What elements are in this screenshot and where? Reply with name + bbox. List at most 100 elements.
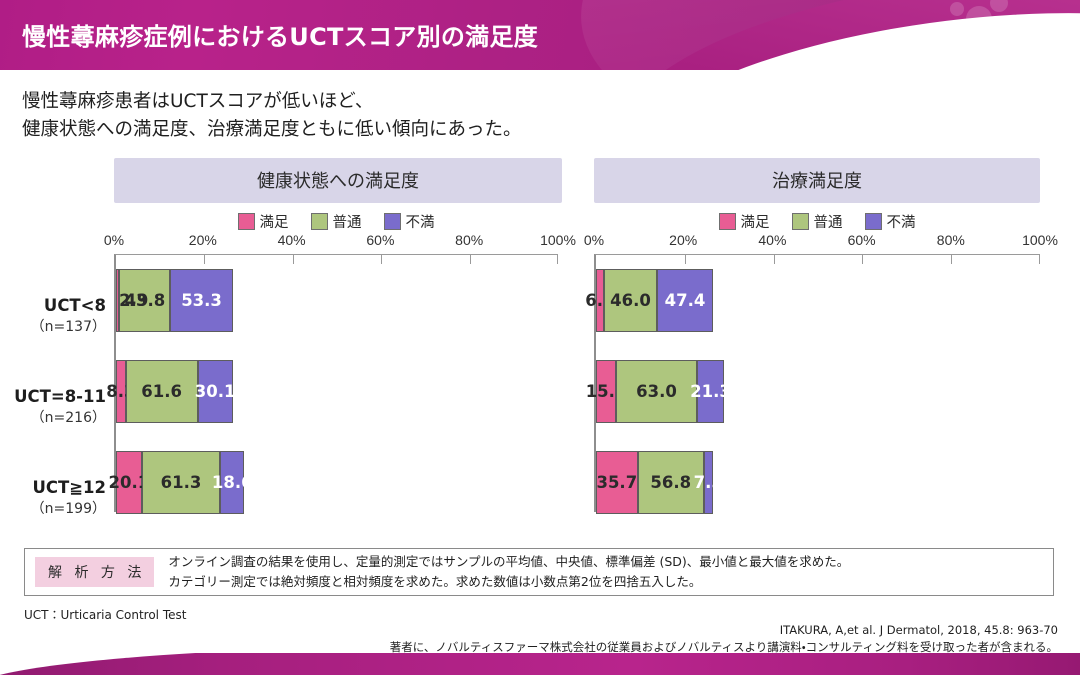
citation: ITAKURA, A,et al. J Dermatol, 2018, 45.8… xyxy=(390,622,1058,657)
category-count: （n=216） xyxy=(30,410,106,426)
x-tick-80: 80% xyxy=(936,232,965,248)
header-bubble-icon xyxy=(950,2,964,16)
bar-segment-dissatisfied: 30.1 xyxy=(194,360,236,423)
legend-swatch-neutral-icon xyxy=(310,213,328,230)
x-tick-60: 60% xyxy=(366,232,395,248)
bar-value-label: 43.8 xyxy=(124,291,166,310)
bar-row: 6.6 46.0 47.4 xyxy=(585,269,713,332)
tick-mark xyxy=(204,255,206,264)
bar-value-label: 30.1 xyxy=(194,382,236,401)
bar-segment-dissatisfied: 18.6 xyxy=(212,451,253,514)
category-name: UCT≧12 xyxy=(32,478,106,497)
bar-segment-satisfied: 6.6 xyxy=(585,269,614,332)
tick-mark xyxy=(1039,255,1040,264)
bar-segment-neutral: 56.8 xyxy=(637,451,704,514)
method-line-2: カテゴリー測定では絶対頻度と相対頻度を求めた。求めた数値は小数点第2位を四捨五入… xyxy=(168,574,702,589)
legend-label-satisfied: 満足 xyxy=(740,215,770,231)
plot-area-right: 6.6 46.0 47.4 15.7 63.0 21.3 35.7 56.8 7… xyxy=(585,254,1040,514)
bar-segment-neutral: 61.6 xyxy=(125,360,198,423)
bar-row: 15.7 63.0 21.3 xyxy=(586,360,731,423)
bar-value-label: 56.8 xyxy=(650,473,692,492)
abbreviation-note: UCT：Urticaria Control Test xyxy=(24,608,187,622)
category-label-uct-8-11: UCT=8-11 （n=216） xyxy=(0,387,106,427)
legend-swatch-satisfied-icon xyxy=(718,213,736,230)
bar-value-label: 18.6 xyxy=(211,473,253,492)
x-tick-100: 100% xyxy=(1022,232,1058,248)
legend-swatch-neutral-icon xyxy=(791,213,809,230)
x-tick-80: 80% xyxy=(455,232,484,248)
bar-segment-dissatisfied: 21.3 xyxy=(690,360,731,423)
bar-segment-satisfied: 15.7 xyxy=(586,360,626,423)
header-bubble-icon xyxy=(966,6,992,32)
method-note-box: 解 析 方 法 オンライン調査の結果を使用し、定量的測定ではサンプルの平均値、中… xyxy=(24,548,1054,596)
page-title: 慢性蕁麻疹症例におけるUCTスコア別の満足度 xyxy=(22,23,539,51)
method-line-1: オンライン調査の結果を使用し、定量的測定ではサンプルの平均値、中央値、標準偏差 … xyxy=(168,554,850,569)
legend-label-satisfied: 満足 xyxy=(259,215,289,231)
category-name: UCT<8 xyxy=(43,296,106,315)
legend-label-dissatisfied: 不満 xyxy=(405,215,435,231)
bar-value-label: 53.3 xyxy=(181,291,222,310)
tick-mark xyxy=(684,255,686,264)
slide-header: 慢性蕁麻疹症例におけるUCTスコア別の満足度 xyxy=(0,0,1080,70)
legend-item-neutral: 普通 xyxy=(310,211,362,232)
bar-value-label: 47.4 xyxy=(664,291,706,310)
plot-area-left: 2.9 43.8 53.3 8.3 61.6 30.1 20.1 61.3 18… xyxy=(106,254,558,514)
bar-value-label: 63.0 xyxy=(636,382,677,401)
x-tick-0: 0% xyxy=(583,232,605,248)
bar-row: 20.1 61.3 18.6 xyxy=(109,451,253,514)
legend-label-neutral: 普通 xyxy=(813,215,843,231)
header-bubble-icon xyxy=(990,0,1008,12)
legend-treatment: 満足 普通 不満 xyxy=(594,211,1040,232)
subtitle-line-2: 健康状態への満足度、治療満足度ともに低い傾向にあった。 xyxy=(22,118,522,140)
legend-swatch-satisfied-icon xyxy=(237,213,255,230)
citation-reference: ITAKURA, A,et al. J Dermatol, 2018, 45.8… xyxy=(779,623,1058,637)
bar-segment-dissatisfied: 47.4 xyxy=(657,269,713,332)
bar-segment-neutral: 43.8 xyxy=(119,269,171,332)
tick-mark xyxy=(862,255,864,264)
method-text: オンライン調査の結果を使用し、定量的測定ではサンプルの平均値、中央値、標準偏差 … xyxy=(168,552,849,592)
panel-treatment-satisfaction: 治療満足度 満足 普通 不満 xyxy=(594,158,1040,232)
citation-disclosure: 著者に、ノバルティスファーマ株式会社の従業員およびノバルティスより講演料・コンサ… xyxy=(389,640,1058,655)
legend-item-neutral: 普通 xyxy=(791,211,843,232)
bar-segment-neutral: 61.3 xyxy=(141,451,221,514)
legend-health: 満足 普通 不満 xyxy=(114,211,558,232)
legend-label-neutral: 普通 xyxy=(332,215,362,231)
bar-value-label: 61.6 xyxy=(141,382,182,401)
category-name: UCT=8-11 xyxy=(14,387,106,406)
category-count: （n=137） xyxy=(30,319,106,335)
tick-mark xyxy=(773,255,775,264)
tick-mark xyxy=(381,255,383,264)
panel-title-treatment: 治療満足度 xyxy=(594,158,1040,203)
tick-mark xyxy=(292,255,294,264)
tick-mark xyxy=(951,255,953,264)
tick-mark xyxy=(557,255,558,264)
bar-value-label: 21.3 xyxy=(690,382,731,401)
legend-item-satisfied: 満足 xyxy=(718,211,770,232)
x-axis-tick-labels-left: 0% 20% 40% 60% 80% 100% xyxy=(104,232,576,250)
x-tick-40: 40% xyxy=(758,232,787,248)
bar-segment-dissatisfied: 53.3 xyxy=(170,269,233,332)
bar-value-label: 20.1 xyxy=(108,473,150,492)
tick-mark xyxy=(469,255,471,264)
x-tick-0: 0% xyxy=(103,232,125,248)
category-label-uct-lt8: UCT<8 （n=137） xyxy=(0,296,106,336)
bar-segment-satisfied: 35.7 xyxy=(596,451,638,514)
bar-segment-satisfied: 2.9 xyxy=(116,269,148,332)
bar-row: 8.3 61.6 30.1 xyxy=(106,360,236,423)
panel-title-health: 健康状態への満足度 xyxy=(114,158,562,203)
bar-value-label: 61.3 xyxy=(160,473,202,492)
category-label-uct-ge12: UCT≧12 （n=199） xyxy=(0,478,106,518)
footer-curve-icon xyxy=(0,653,1080,675)
bar-value-label: 2.9 xyxy=(119,291,149,310)
subtitle-line-1: 慢性蕁麻疹患者はUCTスコアが低いほど、 xyxy=(22,91,374,112)
bar-value-label: 7.5 xyxy=(693,473,723,492)
bar-segment-dissatisfied: 7.5 xyxy=(694,451,723,514)
legend-item-dissatisfied: 不満 xyxy=(864,211,916,232)
legend-swatch-dissatisfied-icon xyxy=(864,213,882,230)
chart-health-satisfaction: 0% 20% 40% 60% 80% 100% 2.9 43.8 53.3 8.… xyxy=(104,232,576,532)
bar-row: 35.7 56.8 7.5 xyxy=(596,451,723,514)
x-tick-100: 100% xyxy=(540,232,576,248)
chart-treatment-satisfaction: 0% 20% 40% 60% 80% 100% 6.6 46.0 47.4 15… xyxy=(584,232,1058,532)
x-axis-tick-labels-right: 0% 20% 40% 60% 80% 100% xyxy=(584,232,1058,250)
x-tick-40: 40% xyxy=(277,232,306,248)
